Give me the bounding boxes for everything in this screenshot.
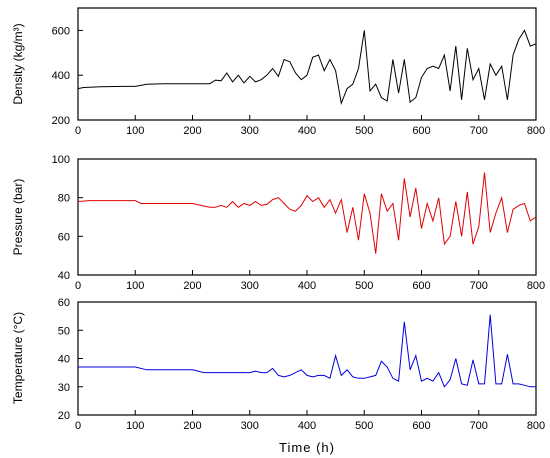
temperature-y-tick-label: 50 (58, 325, 70, 337)
pressure-x-tick-label: 300 (241, 280, 259, 292)
density-x-tick-label: 600 (412, 125, 430, 137)
density-x-tick-label: 300 (241, 125, 259, 137)
pressure-axis-label: Pressure (bar) (11, 179, 25, 256)
temperature-x-ticks: 0 100 200 300 400 500 600 700 800 (75, 410, 545, 432)
pressure-x-tick-label: 400 (298, 280, 316, 292)
density-plot-frame (77, 7, 537, 121)
temperature-plot-frame (77, 301, 537, 416)
temperature-axis-label: Temperature (°C) (11, 312, 25, 404)
pressure-x-tick-label: 200 (183, 280, 201, 292)
pressure-y-tick-label: 80 (58, 193, 70, 205)
temperature-y-ticks: 20 30 40 50 60 (58, 297, 83, 422)
density-y-ticks: 200 400 600 (52, 25, 83, 127)
temperature-series-line (78, 314, 536, 388)
density-y-tick-label: 600 (52, 25, 70, 37)
density-x-ticks: 0 100 200 300 400 500 600 700 800 (75, 115, 545, 137)
pressure-y-tick-label: 40 (58, 270, 70, 282)
density-axis-label: Density (kg/m³) (11, 23, 25, 104)
pressure-y-tick-label: 100 (52, 154, 70, 166)
temperature-x-tick-label: 300 (241, 420, 259, 432)
density-panel: 200 400 600 0 100 200 300 400 500 600 700 800 Dens… (11, 7, 545, 137)
temperature-panel: 20 30 40 50 60 0 100 200 300 400 500 600 700 800 Tem… (11, 297, 545, 455)
time-axis-label: Time (h) (279, 440, 335, 455)
pressure-x-tick-label: 0 (75, 280, 81, 292)
pressure-x-tick-label: 100 (126, 280, 144, 292)
density-y-tick-label: 200 (52, 115, 70, 127)
pressure-y-tick-label: 60 (58, 231, 70, 243)
temperature-y-tick-label: 20 (58, 410, 70, 422)
pressure-x-tick-label: 600 (412, 280, 430, 292)
pressure-series-line (77, 172, 537, 254)
temperature-x-tick-label: 0 (75, 420, 81, 432)
density-x-tick-label: 700 (470, 125, 488, 137)
pressure-plot-frame (77, 158, 537, 276)
temperature-x-tick-label: 200 (183, 420, 201, 432)
pressure-x-ticks: 0 100 200 300 400 500 600 700 800 (75, 270, 545, 292)
temperature-x-tick-label: 100 (126, 420, 144, 432)
temperature-x-tick-label: 700 (470, 420, 488, 432)
density-x-tick-label: 400 (298, 125, 316, 137)
temperature-x-tick-label: 600 (412, 420, 430, 432)
temperature-y-tick-label: 40 (58, 354, 70, 366)
density-y-tick-label: 400 (52, 70, 70, 82)
temperature-y-tick-label: 60 (58, 297, 70, 309)
temperature-x-tick-label: 400 (298, 420, 316, 432)
pressure-y-ticks: 40 60 80 100 (52, 154, 83, 282)
density-x-tick-label: 800 (527, 125, 545, 137)
pressure-panel: 40 60 80 100 0 100 200 300 400 500 600 700 800 Pres… (11, 154, 545, 292)
density-series-line (77, 29, 537, 106)
density-x-tick-label: 100 (126, 125, 144, 137)
temperature-x-tick-label: 500 (355, 420, 373, 432)
pressure-x-tick-label: 500 (355, 280, 373, 292)
pressure-x-tick-label: 800 (527, 280, 545, 292)
temperature-x-tick-label: 800 (527, 420, 545, 432)
density-x-tick-label: 200 (183, 125, 201, 137)
pressure-x-tick-label: 700 (470, 280, 488, 292)
density-x-tick-label: 0 (75, 125, 81, 137)
temperature-y-tick-label: 30 (58, 382, 70, 394)
density-x-tick-label: 500 (355, 125, 373, 137)
